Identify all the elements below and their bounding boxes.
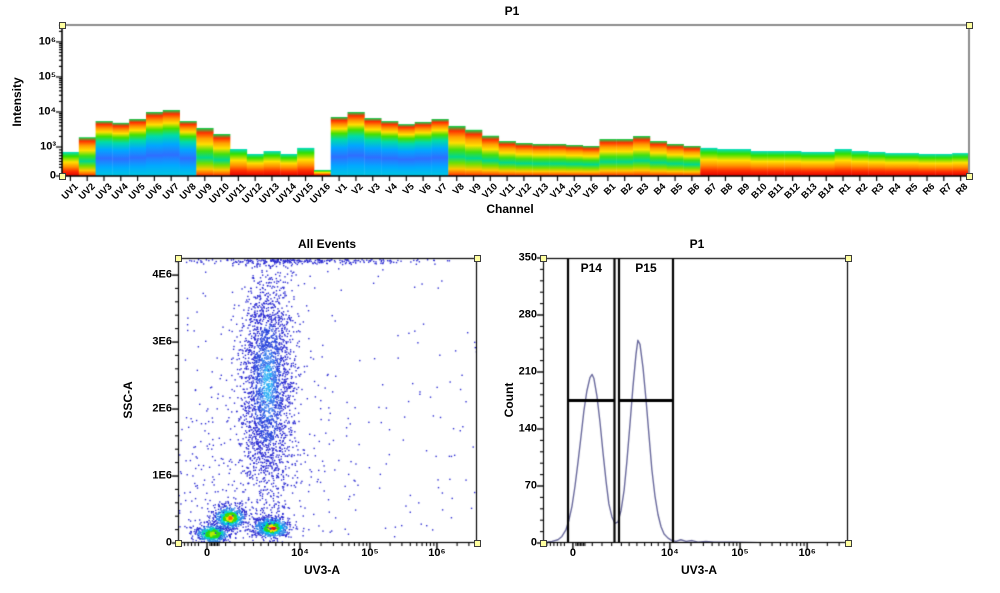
histogram-ytick-140: 140 (518, 422, 537, 435)
channel-tick-label-R5: R5 (903, 181, 921, 198)
channel-tick-label-R7: R7 (937, 181, 954, 198)
histogram-ytick-350: 350 (518, 251, 537, 264)
histogram-selection-handle[interactable] (539, 254, 547, 262)
channel-tick-label-V4: V4 (383, 181, 400, 198)
channel-tick-label-R6: R6 (920, 181, 938, 198)
histogram-selection-handle[interactable] (539, 539, 547, 547)
spectrum-selection-handle[interactable] (58, 21, 66, 29)
channel-tick-label-V5: V5 (400, 181, 417, 198)
histogram-selection-handle[interactable] (844, 254, 852, 262)
scatter-xtick-10⁵: 10⁵ (361, 547, 379, 559)
channel-tick-label-B6: B6 (685, 181, 702, 198)
channel-tick-label-UV7: UV7 (160, 181, 182, 203)
channel-tick-label-B5: B5 (668, 181, 686, 198)
scatter-selection-handle[interactable] (174, 539, 182, 547)
histogram-xtick-0: 0 (569, 547, 576, 559)
channel-tick-label-V12: V12 (514, 181, 534, 202)
channel-tick-label-B10: B10 (749, 181, 770, 202)
channel-tick-label-B2: B2 (618, 181, 635, 198)
channel-tick-label-B4: B4 (651, 181, 669, 198)
channel-tick-label-V1: V1 (333, 181, 350, 198)
channel-tick-label-V11: V11 (497, 181, 518, 201)
channel-tick-label-V8: V8 (450, 181, 467, 198)
spectrum-ytick-10⁶: 10⁶ (38, 35, 56, 48)
channel-tick-label-B3: B3 (635, 181, 652, 198)
spectrum-ytick-10⁴: 10⁴ (38, 105, 56, 118)
histogram-ytick-280: 280 (518, 308, 537, 321)
histogram-selection-handle[interactable] (844, 539, 852, 547)
channel-tick-label-B8: B8 (719, 181, 736, 198)
channel-tick-label-UV1: UV1 (59, 181, 81, 203)
gate-label-P14[interactable]: P14 (580, 261, 602, 275)
channel-tick-label-R3: R3 (870, 181, 887, 198)
scatter-ytick-2E6: 2E6 (152, 402, 172, 415)
histogram-ytick-210: 210 (518, 365, 537, 378)
channel-tick-label-V13: V13 (531, 181, 551, 202)
channel-tick-label-R8: R8 (954, 181, 971, 198)
channel-tick-label-UV6: UV6 (143, 181, 165, 203)
histogram-xtick-10⁶: 10⁶ (798, 547, 816, 559)
channel-tick-label-V3: V3 (366, 181, 383, 198)
histogram-ytick-70: 70 (524, 479, 537, 492)
scatter-selection-handle[interactable] (473, 539, 481, 547)
channel-tick-label-R1: R1 (836, 181, 854, 198)
channel-tick-label-V16: V16 (581, 181, 602, 202)
scatter-xtick-10⁶: 10⁶ (428, 547, 446, 559)
spectrum-selection-handle[interactable] (58, 172, 66, 180)
scatter-xtick-0: 0 (203, 547, 211, 559)
spectrum-ytick-10³: 10³ (40, 140, 56, 153)
spectrum-ytick-10⁵: 10⁵ (38, 70, 56, 83)
channel-tick-label-V6: V6 (417, 181, 434, 198)
spectrum-selection-handle[interactable] (965, 21, 973, 29)
histogram-xtick-10⁵: 10⁵ (731, 547, 749, 559)
channel-tick-label-V10: V10 (480, 181, 501, 202)
spectrum-plot-title: P1 (504, 4, 520, 18)
spectrum-ytick-0: 0 (49, 169, 56, 182)
channel-tick-label-R4: R4 (887, 181, 904, 198)
scatter-ytick-1E6: 1E6 (152, 469, 172, 482)
gate-label-P15[interactable]: P15 (635, 261, 657, 275)
histogram-ytick-0: 0 (530, 536, 537, 549)
scatter-selection-handle[interactable] (174, 254, 182, 262)
channel-tick-label-B1: B1 (601, 181, 618, 198)
scatter-ytick-0: 0 (165, 536, 172, 549)
scatter-xtick-10⁴: 10⁴ (291, 547, 309, 559)
channel-tick-label-B7: B7 (702, 181, 719, 198)
scatter-ytick-3E6: 3E6 (152, 335, 172, 348)
channel-tick-label-V2: V2 (350, 181, 367, 198)
histogram-xaxis-label: UV3-A (680, 563, 718, 577)
histogram-plot-title: P1 (689, 237, 705, 251)
scatter-selection-handle[interactable] (473, 254, 481, 262)
scatter-xaxis-label: UV3-A (303, 563, 341, 577)
spectrum-xaxis-label: Channel (486, 202, 534, 216)
spectrum-selection-handle[interactable] (965, 172, 973, 180)
histogram-yaxis-label: Count (502, 382, 516, 418)
channel-tick-label-R2: R2 (853, 181, 870, 198)
channel-tick-label-B12: B12 (782, 181, 803, 202)
channel-tick-label-UV2: UV2 (76, 181, 98, 203)
histogram-xtick-10⁴: 10⁴ (661, 547, 679, 559)
channel-tick-label-V7: V7 (433, 181, 450, 198)
scatter-plot-title: All Events (297, 237, 357, 251)
spectrum-yaxis-label: Intensity (10, 77, 24, 127)
channel-tick-label-B14: B14 (816, 181, 837, 202)
channel-tick-label-B13: B13 (799, 181, 820, 202)
channel-tick-label-B9: B9 (735, 181, 753, 198)
scatter-ytick-4E6: 4E6 (152, 268, 172, 281)
scatter-yaxis-label: SSC-A (121, 381, 135, 419)
